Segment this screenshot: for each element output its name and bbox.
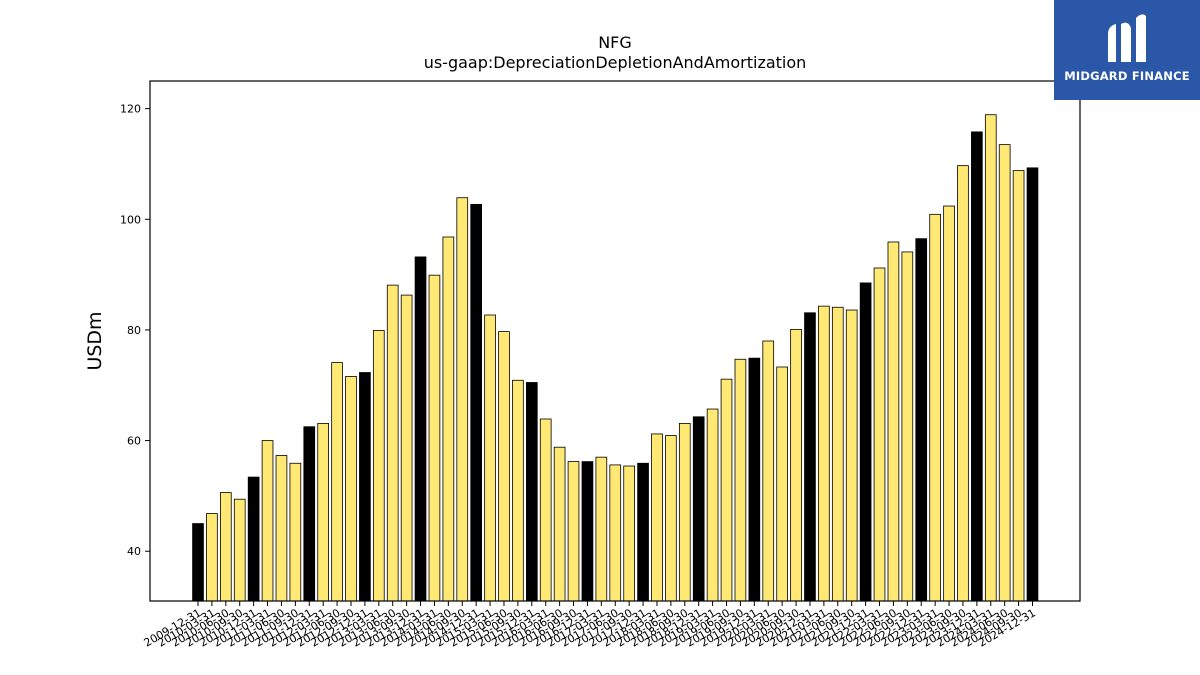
bar-2021-09-30 (845, 309, 858, 602)
bar-2012-03-31 (317, 423, 330, 602)
bar-2009-12-31 (192, 523, 204, 602)
bar-2021-03-31 (818, 305, 830, 602)
bar-2016-03-31 (539, 418, 552, 602)
bar-2014-03-31 (428, 274, 441, 602)
bar-2015-06-30 (498, 331, 510, 602)
bar-2012-06-30 (331, 362, 343, 602)
bar-2019-12-31 (748, 357, 761, 602)
bar-2022-12-31 (915, 238, 928, 602)
bar-2024-06-30 (998, 144, 1011, 602)
bar-2013-12-31 (414, 256, 427, 602)
bar-2011-03-31 (261, 440, 274, 602)
bar-2023-06-30 (943, 205, 955, 602)
bar-2013-03-31 (372, 330, 385, 602)
bar-2018-12-31 (692, 416, 705, 602)
y-tick-label: 60 (127, 435, 141, 448)
bar-2010-06-30 (219, 492, 232, 602)
bar-2011-12-31 (303, 426, 316, 602)
bar-2010-12-31 (247, 476, 260, 602)
bar-2016-09-30 (567, 461, 580, 602)
bar-2024-03-31 (984, 114, 997, 602)
bar-2018-09-30 (678, 423, 691, 602)
bar-2022-03-31 (873, 267, 886, 602)
bar-2014-09-30 (456, 197, 469, 602)
bar-2011-09-30 (289, 462, 302, 602)
bar-2023-03-31 (929, 213, 941, 602)
bar-2018-03-31 (651, 433, 663, 602)
y-tick-label: 120 (120, 103, 141, 116)
y-tick-label: 100 (120, 213, 141, 226)
midgard-finance-logo: MIDGARD FINANCE (1054, 0, 1200, 100)
bar-2016-12-31 (581, 461, 594, 602)
bar-2024-09-30 (1012, 170, 1025, 602)
bar-2016-06-30 (553, 446, 566, 602)
chart-subtitle: us-gaap:DepreciationDepletionAndAmortiza… (424, 53, 807, 72)
bar-2021-12-31 (859, 282, 872, 602)
bar-2021-06-30 (831, 306, 844, 602)
y-tick-label: 80 (127, 324, 141, 337)
midgard-logo-icon (1108, 14, 1146, 62)
bar-2022-09-30 (901, 251, 914, 602)
bar-2023-09-30 (957, 165, 969, 602)
bar-2023-12-31 (971, 131, 983, 602)
bar-2013-09-30 (400, 294, 413, 602)
bar-2019-09-30 (734, 358, 747, 602)
bar-2020-06-30 (776, 366, 788, 602)
bar-2017-09-30 (623, 465, 635, 602)
bar-2017-06-30 (609, 464, 622, 602)
bar-2017-03-31 (595, 456, 608, 602)
bar-2020-12-31 (804, 312, 816, 602)
bar-2011-06-30 (275, 455, 288, 602)
bar-2019-06-30 (720, 378, 733, 602)
bar-2020-09-30 (790, 328, 802, 602)
plot-frame (149, 80, 1081, 602)
chart-title: NFG (598, 33, 632, 52)
bar-2024-12-31 (1026, 167, 1039, 602)
bar-2017-12-31 (637, 462, 649, 602)
bar-2014-12-31 (470, 203, 482, 602)
bar-2015-09-30 (512, 379, 524, 602)
bar-2013-06-30 (386, 284, 399, 602)
bar-2015-03-31 (484, 314, 496, 602)
bar-2010-09-30 (233, 498, 246, 602)
bar-2019-03-31 (706, 408, 719, 602)
bar-2018-06-30 (665, 435, 677, 602)
bar-2010-03-31 (206, 513, 218, 602)
bar-2014-06-30 (442, 236, 455, 602)
bar-2020-03-31 (762, 340, 775, 602)
bar-2012-12-31 (359, 372, 371, 602)
logo-text: MIDGARD FINANCE (1064, 69, 1190, 83)
bar-2022-06-30 (887, 241, 900, 602)
y-axis-label: USDm (84, 311, 106, 370)
bar-2015-12-31 (525, 382, 538, 602)
y-tick-label: 40 (127, 545, 141, 558)
bar-2012-09-30 (345, 375, 357, 602)
